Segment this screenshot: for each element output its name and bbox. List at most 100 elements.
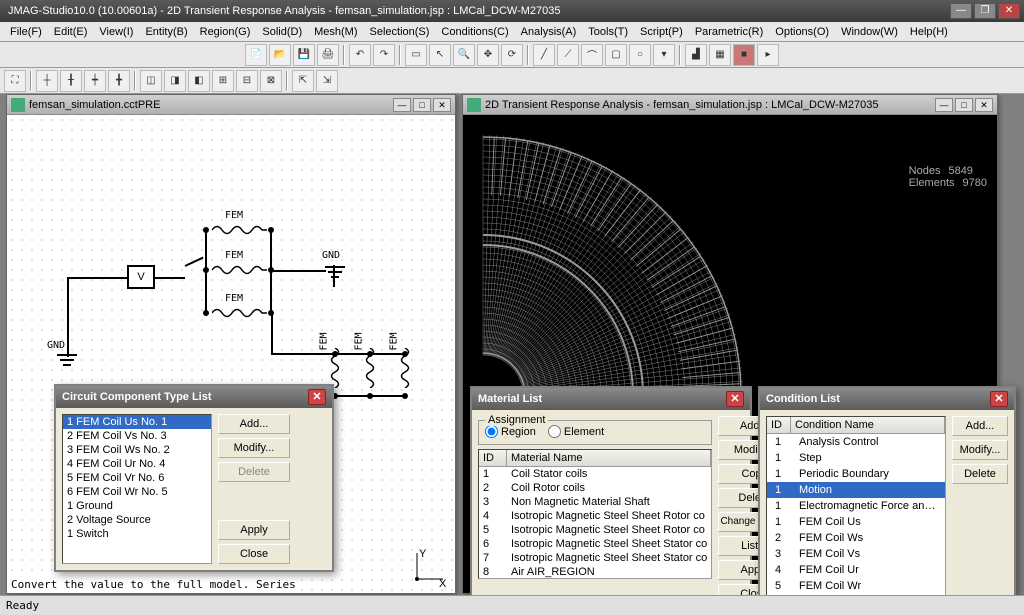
menu-item[interactable]: Mesh(M): [308, 26, 363, 38]
line-icon[interactable]: ╱: [533, 44, 555, 66]
modify-button[interactable]: Modify...: [218, 438, 290, 458]
table-row[interactable]: 2Coil Rotor coils: [479, 481, 711, 495]
table-row[interactable]: 7Isotropic Magnetic Steel Sheet Stator c…: [479, 551, 711, 565]
delete-button[interactable]: Delete: [218, 462, 290, 482]
view3-icon[interactable]: ◧: [188, 70, 210, 92]
add-button[interactable]: Add...: [218, 414, 290, 434]
list-item[interactable]: 4 FEM Coil Ur No. 4: [63, 457, 211, 471]
move-icon[interactable]: ✥: [477, 44, 499, 66]
circle-icon[interactable]: ○: [629, 44, 651, 66]
table-row[interactable]: 3FEM Coil Vs: [767, 546, 945, 562]
table-row[interactable]: 4Isotropic Magnetic Steel Sheet Rotor co: [479, 509, 711, 523]
window-close-button[interactable]: ✕: [975, 98, 993, 112]
menu-item[interactable]: Tools(T): [582, 26, 634, 38]
snap4-icon[interactable]: ╋: [108, 70, 130, 92]
condition-table[interactable]: ID Condition Name 1Analysis Control1Step…: [766, 416, 946, 604]
snap2-icon[interactable]: ╂: [60, 70, 82, 92]
menu-item[interactable]: Parametric(R): [689, 26, 769, 38]
list-item[interactable]: 2 Voltage Source: [63, 513, 211, 527]
zoom-icon[interactable]: 🔍: [453, 44, 475, 66]
chevron-right-icon[interactable]: ▸: [757, 44, 779, 66]
grid-icon[interactable]: ▦: [709, 44, 731, 66]
fem-coil-3[interactable]: [212, 306, 267, 320]
table-row[interactable]: 1Electromagnetic Force and Torque Ca: [767, 498, 945, 514]
pick2-icon[interactable]: ⇲: [316, 70, 338, 92]
window-minimize-button[interactable]: —: [393, 98, 411, 112]
table-row[interactable]: 1FEM Coil Us: [767, 514, 945, 530]
print-icon[interactable]: 🖨: [317, 44, 339, 66]
view2-icon[interactable]: ◨: [164, 70, 186, 92]
element-radio[interactable]: Element: [548, 425, 604, 438]
save-icon[interactable]: 💾: [293, 44, 315, 66]
menu-item[interactable]: Solid(D): [256, 26, 308, 38]
table-row[interactable]: 5FEM Coil Wr: [767, 578, 945, 594]
voltage-source[interactable]: V: [127, 265, 155, 289]
menu-item[interactable]: Window(W): [835, 26, 904, 38]
arc-icon[interactable]: ⌒: [581, 44, 603, 66]
list-item[interactable]: 6 FEM Coil Wr No. 5: [63, 485, 211, 499]
col-id[interactable]: ID: [767, 417, 791, 433]
menu-item[interactable]: View(I): [93, 26, 139, 38]
close-button[interactable]: ✕: [998, 3, 1020, 19]
menu-item[interactable]: Help(H): [904, 26, 954, 38]
table-row[interactable]: 1Analysis Control: [767, 434, 945, 450]
region-radio[interactable]: Region: [485, 425, 536, 438]
rotate-icon[interactable]: ⟳: [501, 44, 523, 66]
menu-item[interactable]: Region(G): [194, 26, 257, 38]
list-item[interactable]: 1 FEM Coil Us No. 1: [63, 415, 211, 429]
undo-icon[interactable]: ↶: [349, 44, 371, 66]
delete-button[interactable]: Delete: [952, 464, 1008, 484]
circuit-window-titlebar[interactable]: femsan_simulation.cctPRE — □ ✕: [7, 95, 455, 115]
select-icon[interactable]: ▭: [405, 44, 427, 66]
apply-button[interactable]: Apply: [218, 520, 290, 540]
menu-item[interactable]: Analysis(A): [515, 26, 583, 38]
menu-item[interactable]: Selection(S): [364, 26, 436, 38]
chevron-down-icon[interactable]: ▾: [653, 44, 675, 66]
table-row[interactable]: 5Isotropic Magnetic Steel Sheet Rotor co: [479, 523, 711, 537]
list-item[interactable]: 2 FEM Coil Vs No. 3: [63, 429, 211, 443]
add-button[interactable]: Add...: [952, 416, 1008, 436]
view5-icon[interactable]: ⊟: [236, 70, 258, 92]
window-minimize-button[interactable]: —: [935, 98, 953, 112]
table-row[interactable]: 8Air AIR_REGION: [479, 565, 711, 579]
table-row[interactable]: 2FEM Coil Ws: [767, 530, 945, 546]
menu-item[interactable]: Options(O): [769, 26, 835, 38]
col-name[interactable]: Condition Name: [791, 417, 945, 433]
modify-button[interactable]: Modify...: [952, 440, 1008, 460]
dialog-close-button[interactable]: ✕: [726, 391, 744, 407]
rect-icon[interactable]: ▢: [605, 44, 627, 66]
list-item[interactable]: 1 Switch: [63, 527, 211, 541]
material-table[interactable]: ID Material Name 1Coil Stator coils2Coil…: [478, 449, 712, 579]
view4-icon[interactable]: ⊞: [212, 70, 234, 92]
fill-icon[interactable]: ■: [733, 44, 755, 66]
list-item[interactable]: 5 FEM Coil Vr No. 6: [63, 471, 211, 485]
window-close-button[interactable]: ✕: [433, 98, 451, 112]
circuit-component-listbox[interactable]: 1 FEM Coil Us No. 12 FEM Coil Vs No. 33 …: [62, 414, 212, 564]
pointer-icon[interactable]: ↖: [429, 44, 451, 66]
polyline-icon[interactable]: ⟋: [557, 44, 579, 66]
table-row[interactable]: 1Coil Stator coils: [479, 467, 711, 481]
snap1-icon[interactable]: ┼: [36, 70, 58, 92]
menu-item[interactable]: Conditions(C): [435, 26, 514, 38]
col-id[interactable]: ID: [479, 450, 507, 466]
menu-item[interactable]: Entity(B): [139, 26, 193, 38]
open-icon[interactable]: 📂: [269, 44, 291, 66]
pick-icon[interactable]: ⇱: [292, 70, 314, 92]
list-item[interactable]: 1 Ground: [63, 499, 211, 513]
new-icon[interactable]: 📄: [245, 44, 267, 66]
maximize-button[interactable]: ❐: [974, 3, 996, 19]
table-row[interactable]: 4FEM Coil Ur: [767, 562, 945, 578]
table-row[interactable]: 1Motion: [767, 482, 945, 498]
mesh-window-titlebar[interactable]: 2D Transient Response Analysis - femsan_…: [463, 95, 997, 115]
window-maximize-button[interactable]: □: [413, 98, 431, 112]
fitall-icon[interactable]: ⛶: [4, 70, 26, 92]
col-name[interactable]: Material Name: [507, 450, 711, 466]
redo-icon[interactable]: ↷: [373, 44, 395, 66]
menu-item[interactable]: File(F): [4, 26, 48, 38]
close-dialog-button[interactable]: Close: [218, 544, 290, 564]
view6-icon[interactable]: ⊠: [260, 70, 282, 92]
table-row[interactable]: 1Step: [767, 450, 945, 466]
table-row[interactable]: 6Isotropic Magnetic Steel Sheet Stator c…: [479, 537, 711, 551]
view1-icon[interactable]: ◫: [140, 70, 162, 92]
fem-coil-1[interactable]: [212, 223, 267, 237]
